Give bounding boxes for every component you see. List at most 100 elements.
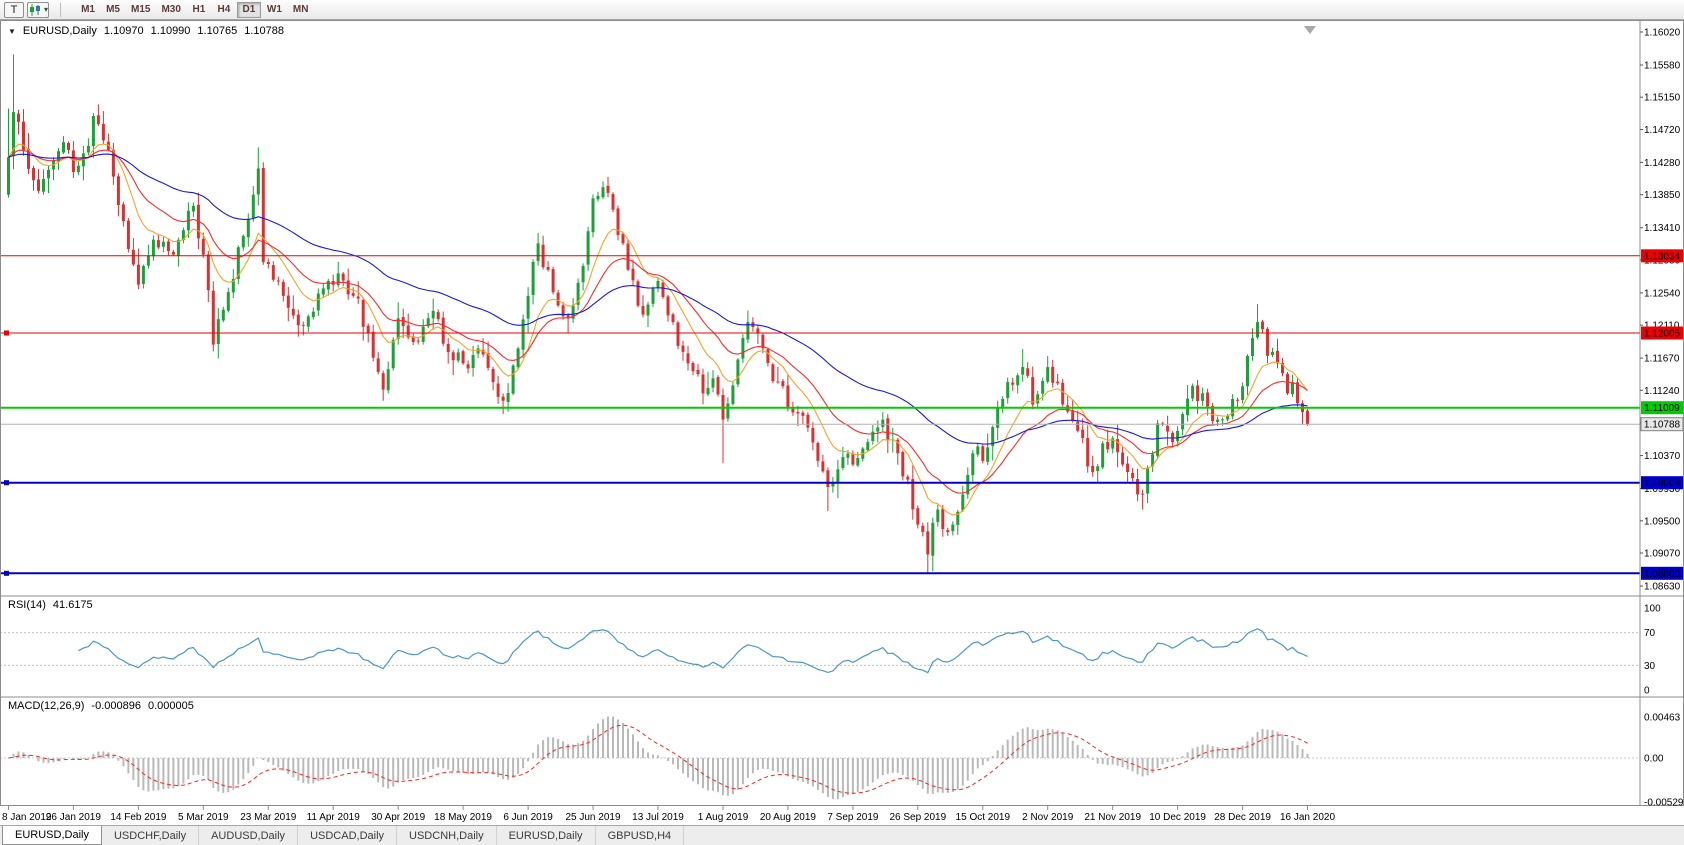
y-axis-tick-label: 1.08630 bbox=[1644, 582, 1681, 593]
chart-tab-0-eurusd-daily[interactable]: EURUSD,Daily bbox=[2, 826, 102, 845]
macd-axis-label: 0.00463 bbox=[1644, 713, 1681, 724]
x-axis-date-label: 20 Aug 2019 bbox=[760, 812, 817, 823]
x-axis-date-label: 11 Apr 2019 bbox=[307, 812, 361, 823]
y-axis-tick-label: 1.09500 bbox=[1644, 516, 1681, 527]
macd-axis-label: -0.005295 bbox=[1644, 798, 1684, 809]
y-axis-tick-label: 1.15580 bbox=[1644, 61, 1681, 72]
x-axis-date-label: 10 Dec 2019 bbox=[1149, 812, 1206, 823]
x-axis-date-label: 5 Mar 2019 bbox=[178, 812, 229, 823]
svg-text:1.12005: 1.12005 bbox=[1644, 329, 1681, 340]
top-toolbar: T ▾ M1 M5 M15 M30 H1 H4 D1 W1 MN bbox=[0, 0, 1684, 20]
timeframe-button-d1[interactable]: D1 bbox=[236, 1, 261, 18]
tab-label: AUDUSD,Daily bbox=[211, 829, 286, 842]
rsi-axis-label: 100 bbox=[1644, 604, 1661, 615]
timeframe-button-m30[interactable]: M30 bbox=[161, 4, 181, 15]
x-axis-date-label: 18 May 2019 bbox=[434, 812, 492, 823]
hline-handle-icon[interactable] bbox=[4, 570, 9, 576]
timeframe-button-m5[interactable]: M5 bbox=[106, 4, 120, 15]
x-axis-date-label: 23 Mar 2019 bbox=[240, 812, 297, 823]
x-axis-date-label: 15 Oct 2019 bbox=[956, 812, 1011, 823]
text-tool-button[interactable]: T bbox=[4, 1, 24, 18]
candlestick-series bbox=[7, 54, 1309, 574]
ma-line-slow[interactable] bbox=[8, 153, 1308, 445]
y-axis-tick-label: 1.09070 bbox=[1644, 549, 1681, 560]
y-axis-tick-label: 1.13410 bbox=[1644, 223, 1681, 234]
y-axis-tick-label: 1.13850 bbox=[1644, 190, 1681, 201]
y-axis-tick-label: 1.11670 bbox=[1644, 354, 1680, 365]
svg-text:1.11009: 1.11009 bbox=[1644, 403, 1680, 414]
macd-histogram bbox=[12, 716, 1309, 800]
y-axis-tick-label: 1.09930 bbox=[1644, 484, 1681, 495]
ma-line-fast[interactable] bbox=[8, 143, 1308, 516]
y-axis-tick-label: 1.14720 bbox=[1644, 125, 1681, 136]
price-tag-1-11009: 1.11009 bbox=[1641, 401, 1683, 415]
chart-canvas[interactable]: 1.16020 1.15580 1.15150 1.14720 1.14280 1.138… bbox=[0, 20, 1684, 825]
rsi-line[interactable] bbox=[78, 628, 1308, 674]
y-axis-tick-label: 1.12540 bbox=[1644, 288, 1681, 299]
chart-area: 1.16020 1.15580 1.15150 1.14720 1.14280 1.138… bbox=[0, 20, 1684, 825]
x-axis-date-label: 6 Jun 2019 bbox=[503, 812, 553, 823]
y-axis-tick-label: 1.14280 bbox=[1644, 158, 1681, 169]
ma-line-medium[interactable] bbox=[8, 149, 1308, 494]
bid-price-tag: 1.10788 bbox=[1640, 417, 1684, 432]
mini-candles-icon bbox=[30, 3, 40, 16]
x-axis-date-label: 2 Nov 2019 bbox=[1022, 812, 1074, 823]
tab-label: USDCHF,Daily bbox=[113, 829, 187, 842]
chart-menu-triangle-icon[interactable]: ▼ bbox=[8, 26, 16, 36]
timeframe-button-m15[interactable]: M15 bbox=[131, 4, 151, 15]
macd-signal-line[interactable] bbox=[8, 724, 1308, 794]
tab-label: GBPUSD,H4 bbox=[607, 829, 672, 842]
rsi-axis-label: 70 bbox=[1644, 628, 1656, 639]
y-axis-tick-label: 1.12110 bbox=[1644, 321, 1680, 332]
tab-label: USDCNH,Daily bbox=[409, 829, 484, 842]
chart-tab-2-audusd-daily[interactable]: AUDUSD,Daily bbox=[199, 826, 299, 845]
chart-tab-5-eurusd-daily[interactable]: EURUSD,Daily bbox=[497, 826, 596, 845]
hline-handle-icon[interactable] bbox=[4, 330, 9, 336]
hline-handle-icon[interactable] bbox=[4, 480, 9, 486]
x-axis-date-label: 8 Jan 2019 bbox=[2, 812, 52, 823]
dropdown-caret-icon: ▾ bbox=[44, 4, 49, 14]
chart-tab-6-gbpusd-h4[interactable]: GBPUSD,H4 bbox=[596, 826, 685, 845]
x-axis-date-label: 30 Apr 2019 bbox=[371, 812, 425, 823]
tab-label: EURUSD,Daily bbox=[15, 829, 89, 841]
chart-frame bbox=[0, 20, 1684, 806]
x-axis-date-label: 16 Jan 2020 bbox=[1280, 812, 1335, 823]
price-tag-1-13034: 1.13034 bbox=[1641, 249, 1683, 263]
tab-label: USDCAD,Daily bbox=[310, 829, 385, 842]
svg-text:1.08800: 1.08800 bbox=[1644, 569, 1681, 580]
rsi-axis-label: 30 bbox=[1644, 661, 1656, 672]
price-tag-1-10008: 1.10008 bbox=[1641, 476, 1683, 490]
x-axis-date-label: 28 Dec 2019 bbox=[1214, 812, 1271, 823]
chart-tab-1-usdchf-daily[interactable]: USDCHF,Daily bbox=[102, 826, 200, 845]
tab-label: EURUSD,Daily bbox=[508, 829, 583, 842]
y-axis-tick-label: 1.16020 bbox=[1644, 28, 1681, 39]
x-axis-date-label: 14 Feb 2019 bbox=[110, 812, 167, 823]
y-axis-tick-label: 1.11240 bbox=[1644, 386, 1680, 397]
x-axis-date-label: 7 Sep 2019 bbox=[827, 812, 879, 823]
price-tag-1-08800: 1.08800 bbox=[1641, 566, 1683, 580]
drawing-tool-button[interactable]: ▾ bbox=[27, 1, 50, 18]
timeframe-button-h1[interactable]: H1 bbox=[192, 4, 206, 15]
x-axis-date-label: 26 Jan 2019 bbox=[46, 812, 101, 823]
y-axis-tick-label: 1.10370 bbox=[1644, 451, 1681, 462]
chart-tab-3-usdcad-daily[interactable]: USDCAD,Daily bbox=[298, 826, 398, 845]
svg-text:1.10788: 1.10788 bbox=[1644, 420, 1681, 431]
timeframe-button-group: M1 M5 M15 M30 H1 H4 D1 W1 MN bbox=[76, 1, 313, 18]
price-axis[interactable]: 1.16020 1.15580 1.15150 1.14720 1.14280 1.138… bbox=[1640, 28, 1681, 593]
toolbar-separator bbox=[60, 2, 62, 17]
timeframe-button-h4[interactable]: H4 bbox=[217, 4, 231, 15]
chart-tab-4-usdcnh-daily[interactable]: USDCNH,Daily bbox=[397, 826, 497, 845]
timeframe-button-w1[interactable]: W1 bbox=[266, 4, 282, 15]
svg-text:1.13034: 1.13034 bbox=[1644, 251, 1681, 262]
timeframe-button-m1[interactable]: M1 bbox=[81, 4, 95, 15]
x-axis-date-label: 13 Jul 2019 bbox=[632, 812, 684, 823]
chart-tab-bar: EURUSD,Daily USDCHF,Daily AUDUSD,Daily USDC… bbox=[0, 825, 1684, 845]
rsi-axis-label: 0 bbox=[1644, 686, 1650, 697]
timeframe-button-mn[interactable]: MN bbox=[292, 4, 309, 15]
x-axis-date-label: 1 Aug 2019 bbox=[698, 812, 749, 823]
x-axis-date-label: 25 Jun 2019 bbox=[565, 812, 620, 823]
chart-shift-marker-icon[interactable] bbox=[1304, 26, 1316, 34]
y-axis-tick-label: 1.15150 bbox=[1644, 93, 1681, 104]
